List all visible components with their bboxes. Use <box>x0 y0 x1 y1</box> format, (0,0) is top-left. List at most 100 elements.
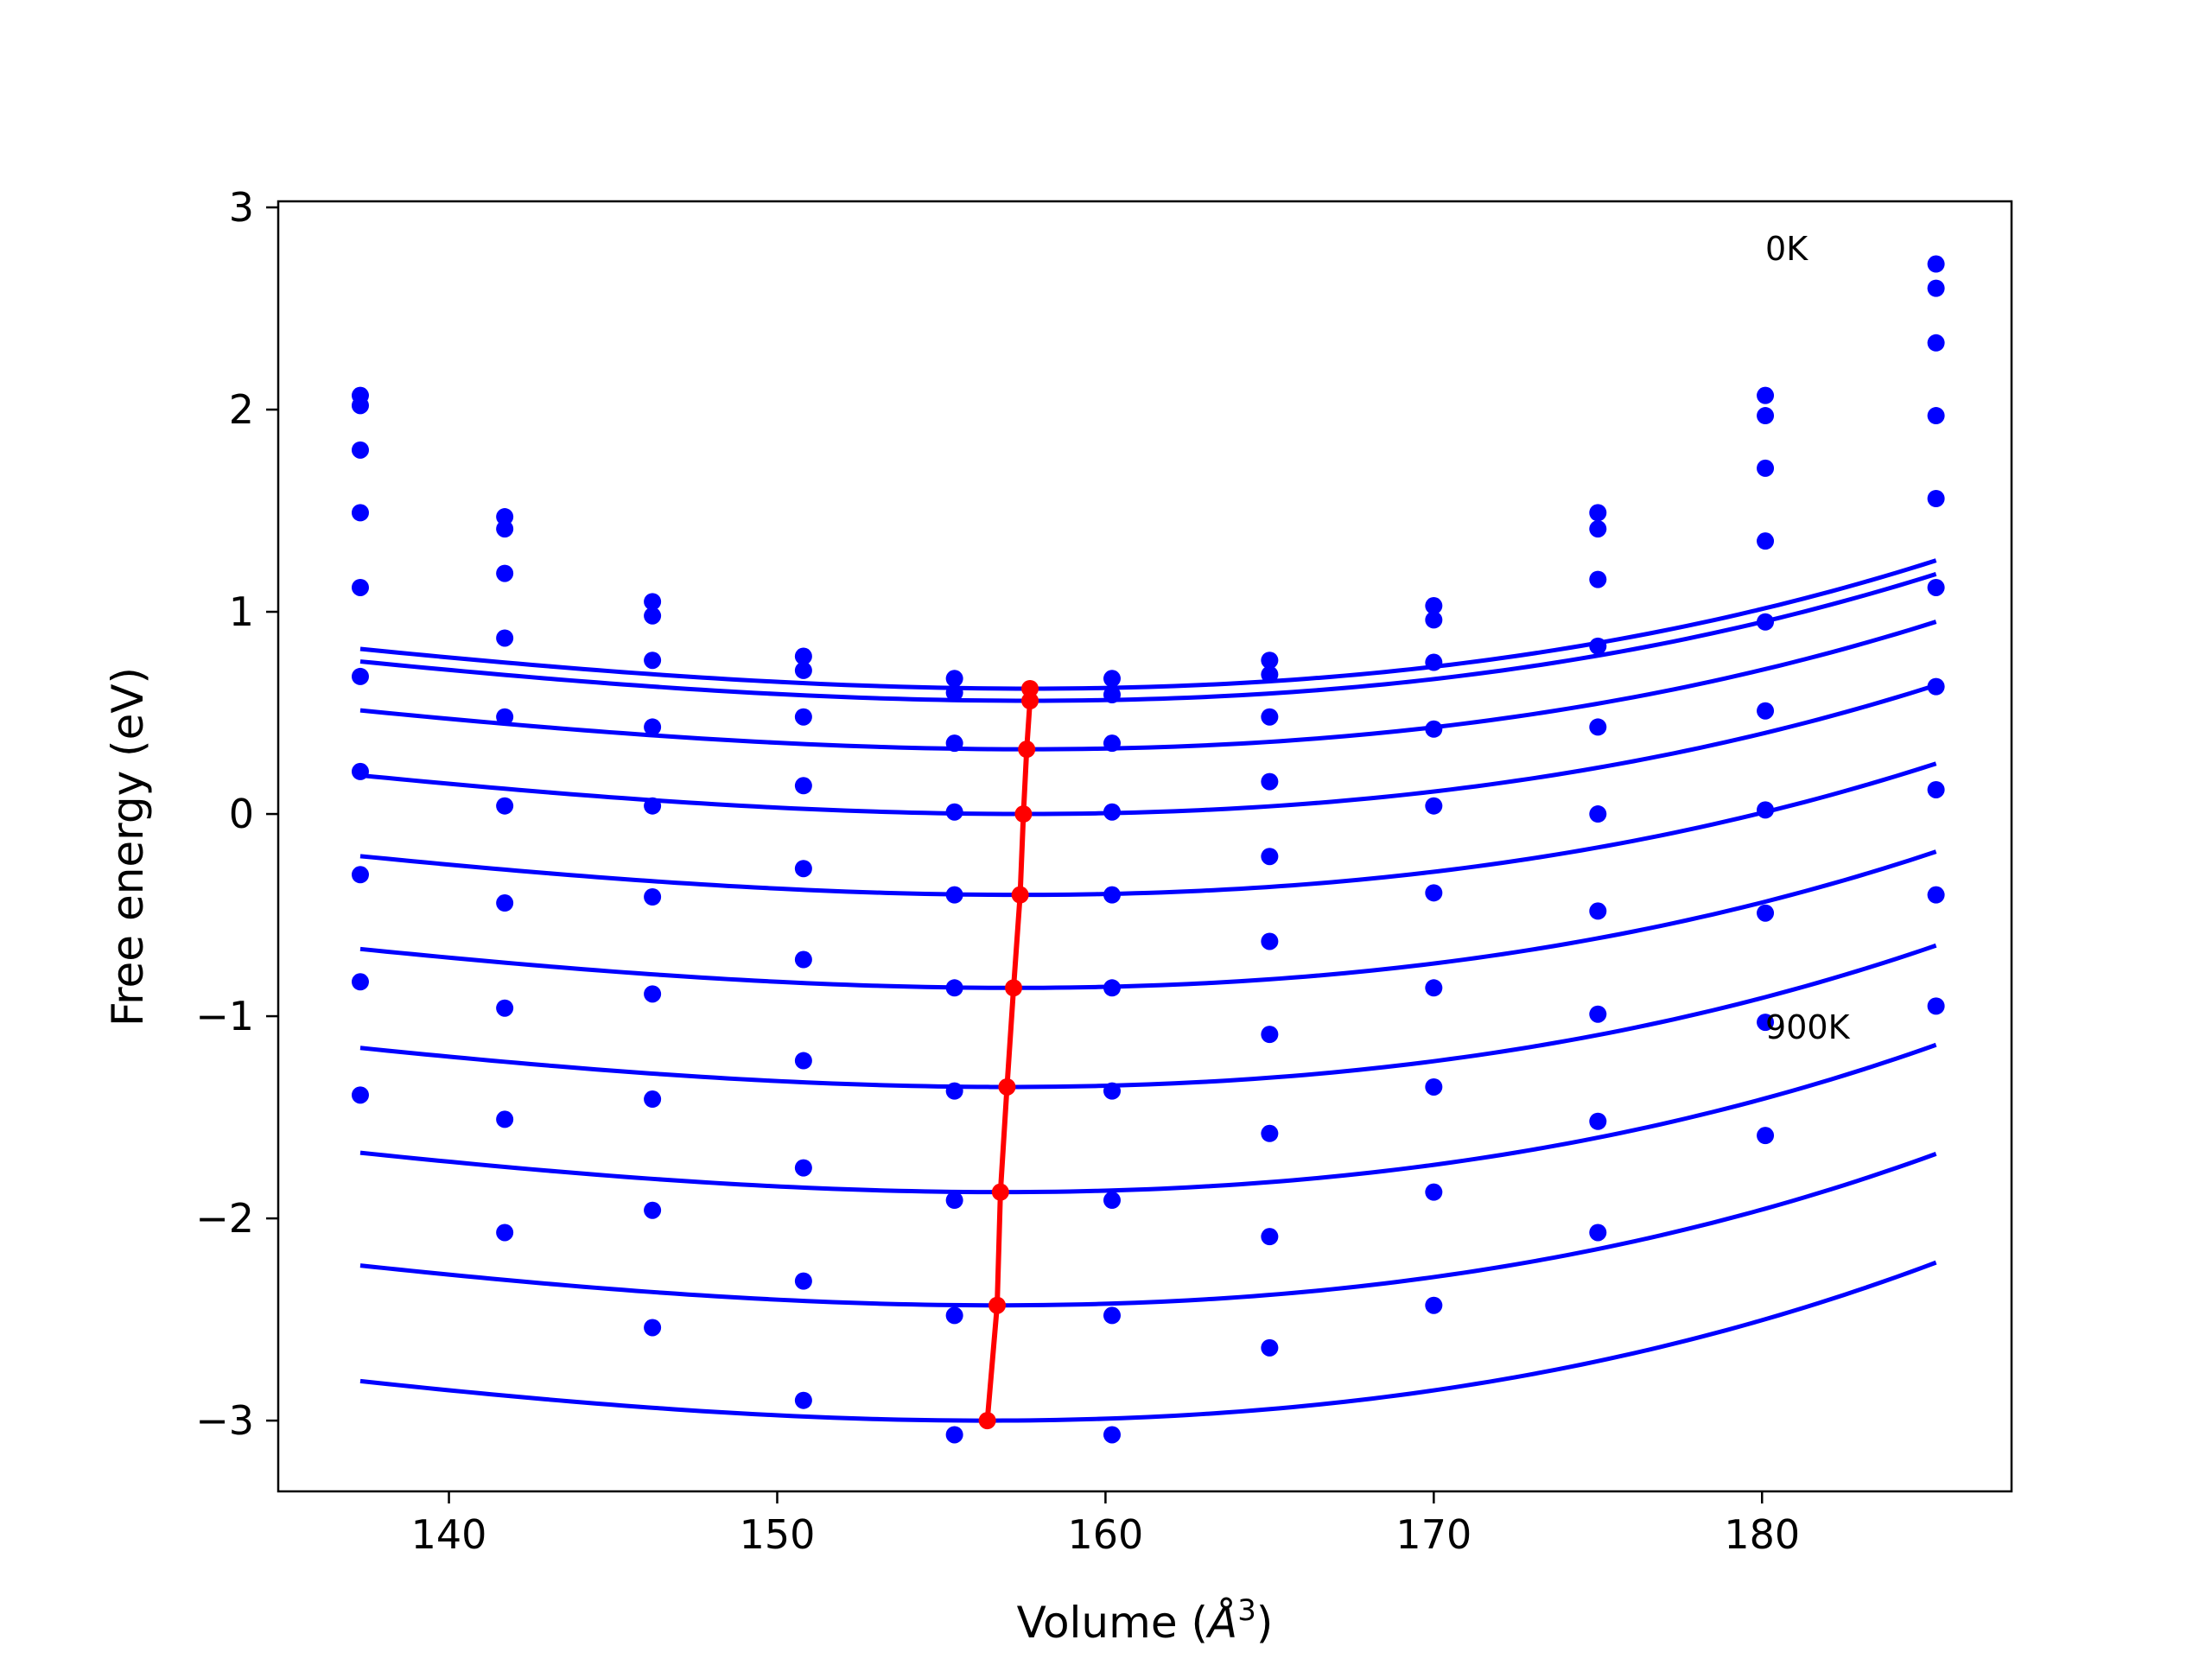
y-axis-label: Free energy (eV) <box>103 667 153 1027</box>
data-point <box>496 564 514 582</box>
data-point <box>1927 255 1945 273</box>
fit-curve-1 <box>359 558 1937 691</box>
minimum-point <box>1005 979 1023 997</box>
data-point <box>1757 386 1775 404</box>
data-point <box>1425 797 1443 815</box>
data-point <box>351 762 369 780</box>
data-point <box>644 985 662 1003</box>
data-point <box>351 504 369 522</box>
data-point <box>1927 997 1945 1015</box>
data-point <box>945 670 963 688</box>
data-point <box>1927 334 1945 352</box>
data-point <box>1103 1082 1122 1100</box>
data-point <box>1589 1224 1607 1242</box>
x-tick-label: 140 <box>411 1511 487 1558</box>
minimum-path <box>978 679 1039 1430</box>
minimum-path-line <box>984 688 1033 1421</box>
data-point <box>1589 504 1607 522</box>
data-point <box>945 734 963 753</box>
fit-curve-5 <box>359 761 1937 898</box>
data-point <box>351 973 369 991</box>
data-point <box>644 718 662 736</box>
data-point <box>1425 979 1443 997</box>
data-point <box>496 508 514 526</box>
data-point <box>351 866 369 884</box>
temperature-annotation: 900K <box>1765 1008 1851 1046</box>
data-point <box>1757 1014 1775 1032</box>
fit-curve-2 <box>359 571 1937 703</box>
y-tick-label: 2 <box>229 386 254 433</box>
x-axis-label-unit: Å <box>1205 1598 1237 1648</box>
data-point <box>1103 803 1122 821</box>
data-point <box>1103 886 1122 904</box>
data-point <box>1103 670 1122 688</box>
x-tick-label: 150 <box>740 1511 816 1558</box>
x-axis-label-close: ) <box>1256 1598 1274 1648</box>
data-point <box>496 999 514 1017</box>
minimum-point <box>998 1077 1016 1096</box>
data-point <box>1589 637 1607 655</box>
y-tick-label: 3 <box>229 184 254 231</box>
x-axis-label-exponent: 3 <box>1237 1593 1256 1628</box>
data-point <box>496 894 514 912</box>
fit-curve-10 <box>359 1260 1937 1423</box>
data-point <box>1261 932 1279 950</box>
data-point <box>1425 1296 1443 1314</box>
data-point <box>794 950 812 969</box>
data-point <box>351 1086 369 1104</box>
y-axis-ticks: 3 2 1 0 −1 −2 −3 <box>195 184 278 1444</box>
data-point <box>1589 570 1607 588</box>
x-axis-label: Volume (Å3) <box>1017 1593 1274 1648</box>
data-point <box>794 1272 812 1290</box>
data-point <box>945 979 963 997</box>
data-point <box>644 593 662 611</box>
data-point <box>945 1306 963 1325</box>
fit-curves <box>359 558 1937 1423</box>
data-point <box>1589 718 1607 736</box>
data-point <box>1261 1124 1279 1142</box>
data-point <box>644 1319 662 1337</box>
data-point <box>794 777 812 795</box>
fit-curve-6 <box>359 849 1937 990</box>
data-point <box>1103 1192 1122 1210</box>
data-point <box>1927 279 1945 297</box>
fit-curve-7 <box>359 943 1937 1090</box>
data-point <box>644 1201 662 1219</box>
data-point <box>794 708 812 726</box>
data-point <box>1757 459 1775 477</box>
data-point <box>1757 702 1775 720</box>
data-point <box>1425 611 1443 629</box>
data-point <box>1927 578 1945 596</box>
data-point <box>351 578 369 596</box>
data-point <box>1757 801 1775 819</box>
data-point <box>351 667 369 685</box>
data-point <box>1927 886 1945 904</box>
data-point <box>794 1391 812 1409</box>
temperature-annotation: 0K <box>1765 230 1808 268</box>
data-point <box>1261 665 1279 683</box>
data-point <box>1589 902 1607 920</box>
data-point <box>496 520 514 538</box>
minimum-point <box>988 1296 1007 1314</box>
fit-curve-4 <box>359 683 1937 817</box>
data-point <box>1425 597 1443 615</box>
data-point <box>1261 708 1279 726</box>
data-point <box>644 1090 662 1109</box>
data-point <box>794 860 812 878</box>
y-tick-label: −2 <box>195 1195 254 1242</box>
minimum-point <box>991 1183 1009 1201</box>
data-point <box>945 683 963 702</box>
data-point <box>1927 780 1945 798</box>
fit-curve-9 <box>359 1152 1937 1308</box>
data-point <box>644 888 662 906</box>
data-point <box>794 647 812 665</box>
data-point <box>1927 489 1945 507</box>
minimum-point <box>1018 741 1036 759</box>
data-point <box>1425 720 1443 738</box>
minimum-point <box>1021 679 1039 697</box>
data-point <box>1757 1127 1775 1145</box>
data-point <box>496 1224 514 1242</box>
data-point <box>496 629 514 647</box>
data-point <box>1425 1077 1443 1096</box>
